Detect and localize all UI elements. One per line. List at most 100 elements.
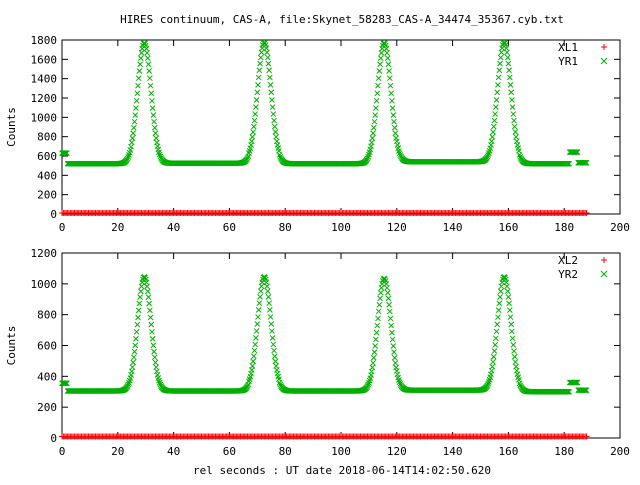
point-yr1	[133, 97, 140, 104]
point-yr2	[376, 301, 383, 308]
point-yr2	[495, 307, 502, 313]
point-yr1	[277, 154, 284, 160]
point-yr1	[506, 67, 512, 74]
point-yr2	[377, 289, 384, 296]
point-yr2	[124, 383, 131, 389]
point-yr2	[490, 359, 496, 365]
legend-marker-yr2	[600, 270, 608, 278]
point-yr1	[133, 105, 139, 112]
point-yr1	[507, 82, 514, 88]
point-yr2	[135, 314, 141, 321]
point-yr2	[511, 353, 518, 360]
x-axis-label: rel seconds : UT date 2018-06-14T14:02:5…	[193, 464, 491, 477]
point-yr2	[484, 382, 491, 389]
point-yr1	[497, 54, 504, 61]
x-tick-label: 40	[167, 221, 180, 234]
point-yr1	[512, 129, 519, 135]
y-tick-label: 800	[37, 131, 57, 144]
plot-frame	[61, 252, 621, 439]
point-yr2	[502, 274, 508, 281]
point-yr2	[364, 383, 371, 389]
point-yr2	[386, 301, 392, 308]
point-yr1	[370, 124, 377, 131]
y-axis-label: Counts	[5, 326, 18, 366]
point-yr1	[248, 138, 255, 145]
point-yr2	[506, 300, 512, 307]
point-yr1	[384, 50, 390, 56]
point-yr1	[504, 49, 510, 56]
point-yr1	[489, 134, 496, 140]
point-yr2	[510, 342, 517, 348]
point-yr2	[388, 322, 395, 329]
point-yr1	[511, 117, 517, 124]
point-yr1	[149, 97, 155, 104]
point-yr2	[485, 380, 492, 387]
legend-marker-yr1	[600, 57, 608, 65]
point-yr1	[371, 118, 378, 125]
y-tick-label: 200	[37, 401, 57, 414]
point-yr1	[369, 135, 376, 142]
point-yr2	[365, 381, 372, 388]
point-yr1	[386, 75, 393, 82]
point-yr2	[136, 300, 143, 307]
point-yr1	[147, 82, 154, 89]
y-tick-label: 1000	[31, 111, 58, 124]
point-yr1	[374, 90, 381, 97]
point-yr1	[368, 139, 375, 146]
point-yr2	[370, 360, 376, 366]
legend-marker-xl1	[601, 44, 607, 50]
point-yr1	[377, 55, 384, 62]
top-panel: 0 20 40 60 80 100 120 140 160 180 200 0 200 400 600 800…	[5, 34, 630, 234]
point-yr2	[505, 294, 512, 300]
point-yr2	[148, 321, 155, 328]
point-yr1	[505, 60, 512, 67]
point-yr1	[375, 82, 381, 89]
point-yr2	[257, 294, 263, 300]
point-yr1	[250, 129, 256, 135]
point-yr1	[136, 68, 143, 74]
point-yr1	[517, 154, 524, 160]
point-yr1	[375, 75, 382, 82]
point-yr2	[250, 358, 256, 365]
point-yr2	[371, 349, 378, 355]
point-yr1	[251, 117, 258, 124]
point-yr2	[149, 335, 156, 342]
point-yr2	[269, 335, 276, 341]
point-yr2	[375, 315, 381, 322]
x-tick-label: 60	[223, 445, 236, 458]
point-yr2	[147, 314, 154, 321]
point-yr2	[152, 359, 159, 366]
point-yr1	[252, 111, 259, 117]
point-yr1	[377, 61, 383, 68]
point-yr1	[504, 54, 511, 61]
point-yr2	[375, 308, 382, 315]
y-tick-label: 1200	[31, 92, 58, 105]
point-yr2	[495, 314, 501, 321]
point-yr2	[254, 321, 261, 327]
y-tick-label: 400	[37, 169, 57, 182]
legend-entry-yr2: YR2	[558, 268, 578, 281]
point-yr2	[276, 379, 283, 386]
point-yr2	[385, 295, 392, 302]
point-yr1	[125, 154, 132, 160]
point-yr2	[133, 328, 140, 335]
point-yr1	[147, 75, 153, 82]
point-yr1	[255, 74, 262, 81]
point-yr2	[270, 341, 277, 348]
x-tick-label: 140	[443, 221, 463, 234]
point-yr1	[262, 40, 268, 46]
point-yr1	[488, 138, 495, 145]
x-tick-label: 100	[331, 445, 351, 458]
point-yr1	[506, 74, 513, 81]
point-yr2	[135, 307, 142, 314]
point-yr1	[271, 123, 278, 130]
point-yr2	[370, 354, 377, 361]
point-yr2	[377, 295, 383, 302]
point-yr2	[492, 335, 499, 342]
bottom-panel: 0 20 40 60 80 100 120 140 160 180 200 0 200 400 600 800…	[5, 247, 630, 458]
point-yr2	[251, 347, 258, 354]
point-yr2	[271, 347, 277, 354]
point-yr2	[125, 381, 132, 388]
point-yr2	[504, 283, 510, 290]
point-yr2	[249, 363, 256, 369]
